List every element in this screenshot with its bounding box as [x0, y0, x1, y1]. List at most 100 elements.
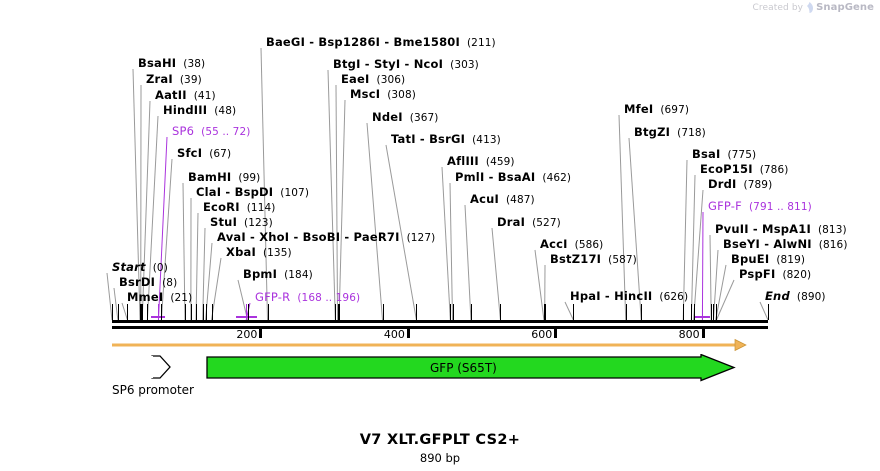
watermark-brand: SnapGene — [816, 2, 874, 13]
site-name: HindIII — [163, 103, 208, 117]
site-name: XbaI — [226, 245, 256, 259]
primer-label[interactable]: GFP-F (791 .. 811) — [708, 200, 812, 213]
site-position: (890) — [796, 291, 826, 303]
watermark-prefix: Created by — [752, 2, 804, 13]
restriction-site-label[interactable]: XbaI (135) — [226, 246, 292, 259]
site-position: (114) — [246, 202, 276, 214]
site-name: BtgZI — [634, 125, 671, 139]
site-name: BsaHI — [138, 56, 177, 70]
terminus-label[interactable]: Start (0) — [112, 261, 168, 274]
site-position: (813) — [817, 224, 847, 236]
primer-label[interactable]: SP6 (55 .. 72) — [172, 125, 250, 138]
site-position: (21) — [170, 292, 193, 304]
plasmid-length: 890 bp — [419, 451, 461, 465]
restriction-site-label[interactable]: HpaI - HincII (626) — [570, 290, 688, 303]
restriction-site-label[interactable]: EcoRI (114) — [203, 201, 275, 214]
restriction-site-label[interactable]: MmeI (21) — [127, 291, 192, 304]
restriction-site-label[interactable]: BpmI (184) — [243, 268, 313, 281]
ruler-tick-label: 800 — [678, 328, 700, 341]
restriction-site-label[interactable]: ZraI (39) — [146, 73, 202, 86]
restriction-site-label[interactable]: ClaI - BspDI (107) — [196, 186, 309, 199]
site-name: ClaI - BspDI — [196, 185, 274, 199]
cut-site-tick — [112, 304, 113, 320]
restriction-site-label[interactable]: BsaI (775) — [692, 148, 756, 161]
site-position: (462) — [542, 172, 572, 184]
cut-site-tick — [161, 304, 163, 320]
site-position: (587) — [608, 254, 637, 266]
cut-site-tick — [683, 304, 685, 320]
cut-site-tick — [693, 304, 695, 320]
cut-site-tick — [267, 304, 269, 320]
site-name: HpaI - HincII — [570, 289, 653, 303]
ruler-tick-mark — [259, 329, 263, 338]
restriction-site-label[interactable]: BstZ17I (587) — [550, 253, 637, 266]
restriction-site-label[interactable]: NdeI (367) — [372, 111, 438, 124]
site-name: MmeI — [127, 290, 164, 304]
site-name: PspFI — [739, 267, 776, 281]
restriction-site-label[interactable]: DraI (527) — [497, 216, 561, 229]
page-title: V7 XLT.GFPLT CS2+ — [359, 432, 521, 448]
site-name: BamHI — [188, 170, 232, 184]
restriction-site-label[interactable]: PmlI - BsaAI (462) — [455, 171, 571, 184]
restriction-site-label[interactable]: PspFI (820) — [739, 268, 811, 281]
site-name: BstZ17I — [550, 252, 602, 266]
restriction-site-label[interactable]: MfeI (697) — [624, 103, 689, 116]
site-name: BpmI — [243, 267, 278, 281]
restriction-site-label[interactable]: BamHI (99) — [188, 171, 260, 184]
restriction-site-label[interactable]: SfcI (67) — [177, 147, 231, 160]
primer-label[interactable]: GFP-R (168 .. 196) — [255, 291, 360, 304]
restriction-site-label[interactable]: StuI (123) — [210, 216, 273, 229]
site-name: EcoRI — [203, 200, 240, 214]
restriction-site-label[interactable]: BsaHI (38) — [138, 57, 205, 70]
restriction-site-label[interactable]: BsrDI (8) — [119, 276, 177, 289]
cut-site-tick — [470, 304, 472, 320]
site-position: (487) — [505, 194, 535, 206]
ruler-tick-label: 400 — [383, 328, 405, 341]
restriction-site-label[interactable]: BtgI - StyI - NcoI (303) — [333, 58, 479, 71]
restriction-site-label[interactable]: DrdI (789) — [708, 178, 772, 191]
cut-site-tick — [205, 304, 207, 320]
site-position: (626) — [659, 291, 689, 303]
terminus-label[interactable]: End (890) — [765, 290, 826, 303]
restriction-site-label[interactable]: BseYI - AlwNI (816) — [723, 238, 848, 251]
site-position: (0) — [152, 262, 168, 274]
site-name: BsaI — [692, 147, 721, 161]
site-name: DrdI — [708, 177, 737, 191]
site-position: (816) — [818, 239, 848, 251]
cut-site-tick — [544, 304, 546, 320]
cut-site-tick — [450, 304, 452, 320]
site-position: (39) — [179, 74, 202, 86]
restriction-site-label[interactable]: PvuII - MspA1I (813) — [715, 223, 847, 236]
restriction-site-label[interactable]: AvaI - XhoI - BsoBI - PaeR7I (127) — [217, 231, 435, 244]
site-position: (459) — [485, 156, 515, 168]
site-name: GFP-R — [255, 290, 291, 304]
restriction-site-label[interactable]: BaeGI - Bsp1286I - Bme1580I (211) — [266, 36, 496, 49]
cut-site-tick — [716, 304, 718, 320]
restriction-site-label[interactable]: AflIII (459) — [447, 155, 515, 168]
gfp-cds-arrow[interactable] — [206, 354, 740, 382]
site-name: MfeI — [624, 102, 654, 116]
restriction-site-label[interactable]: AccI (586) — [540, 238, 603, 251]
restriction-site-label[interactable]: HindIII (48) — [163, 104, 236, 117]
site-name: Start — [112, 260, 146, 274]
site-position: (55 .. 72) — [201, 126, 251, 138]
restriction-site-label[interactable]: MscI (308) — [350, 88, 416, 101]
restriction-site-label[interactable]: BpuEI (819) — [731, 253, 805, 266]
restriction-site-label[interactable]: BtgZI (718) — [634, 126, 706, 139]
site-position: (48) — [214, 105, 237, 117]
restriction-site-label[interactable]: EaeI (306) — [341, 73, 405, 86]
site-position: (107) — [280, 187, 310, 199]
site-position: (775) — [727, 149, 757, 161]
cut-site-tick — [768, 304, 769, 320]
ruler-tick-mark — [406, 329, 410, 338]
restriction-site-label[interactable]: TatI - BsrGI (413) — [391, 133, 501, 146]
site-name: GFP-F — [708, 199, 742, 213]
cut-site-tick — [713, 304, 715, 320]
cut-site-tick — [196, 304, 198, 320]
restriction-site-label[interactable]: AatII (41) — [155, 89, 216, 102]
site-position: (697) — [660, 104, 690, 116]
sp6-promoter-arrow-icon[interactable] — [150, 354, 172, 380]
restriction-site-label[interactable]: EcoP15I (786) — [700, 163, 788, 176]
restriction-site-label[interactable]: AcuI (487) — [470, 193, 535, 206]
cut-site-tick — [702, 304, 704, 320]
